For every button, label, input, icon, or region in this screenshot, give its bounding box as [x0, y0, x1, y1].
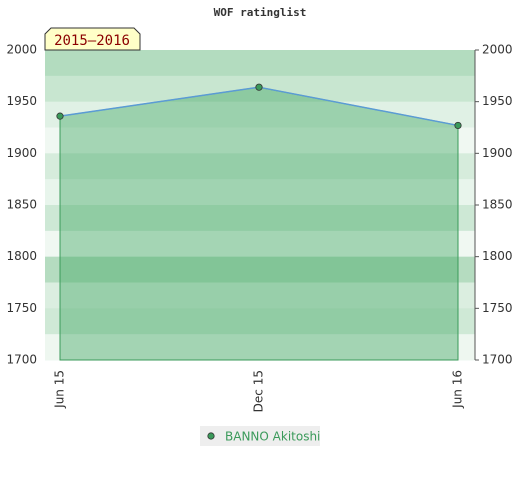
legend-label: BANNO Akitoshi	[225, 430, 320, 444]
y2-tick-label: 1950	[482, 94, 513, 108]
y2-tick-label: 1800	[482, 249, 513, 263]
period-box	[44, 27, 141, 51]
band	[45, 282, 475, 309]
y2-tick-label: 1850	[482, 198, 513, 212]
x-tick-label: Dec 15	[252, 370, 266, 412]
y-tick-label: 2000	[6, 43, 37, 57]
band	[45, 308, 475, 335]
band	[45, 50, 475, 77]
y2-tick-label: 2000	[482, 43, 513, 57]
point	[56, 112, 64, 120]
band	[45, 153, 475, 180]
y-tick-label: 1800	[6, 249, 37, 263]
period-label: 2015–2016	[54, 33, 130, 49]
y-tick-label: 1750	[6, 301, 37, 315]
y-tick-label: 1950	[6, 94, 37, 108]
band	[45, 127, 475, 154]
band	[45, 230, 475, 258]
y-tick-label: 1700	[6, 353, 37, 367]
x-tick-label: Jun 16	[451, 370, 465, 409]
y2-tick-label: 1700	[482, 353, 513, 367]
y-tick-label: 1850	[6, 198, 37, 212]
y-tick-label: 1900	[6, 146, 37, 160]
band	[45, 256, 475, 283]
point	[454, 121, 462, 130]
y2-tick-label: 1750	[482, 301, 513, 315]
legend-marker	[207, 432, 215, 440]
band	[45, 179, 475, 206]
chart-title: WOF ratinglist	[214, 6, 307, 19]
area	[59, 86, 459, 361]
legend-box	[200, 426, 320, 446]
y2-tick-label: 1900	[482, 146, 513, 160]
legend: BANNO Akitoshi	[200, 426, 320, 446]
x-tick-label: Jun 15	[53, 370, 67, 409]
band	[45, 205, 475, 232]
band	[45, 334, 475, 361]
point	[255, 83, 263, 91]
